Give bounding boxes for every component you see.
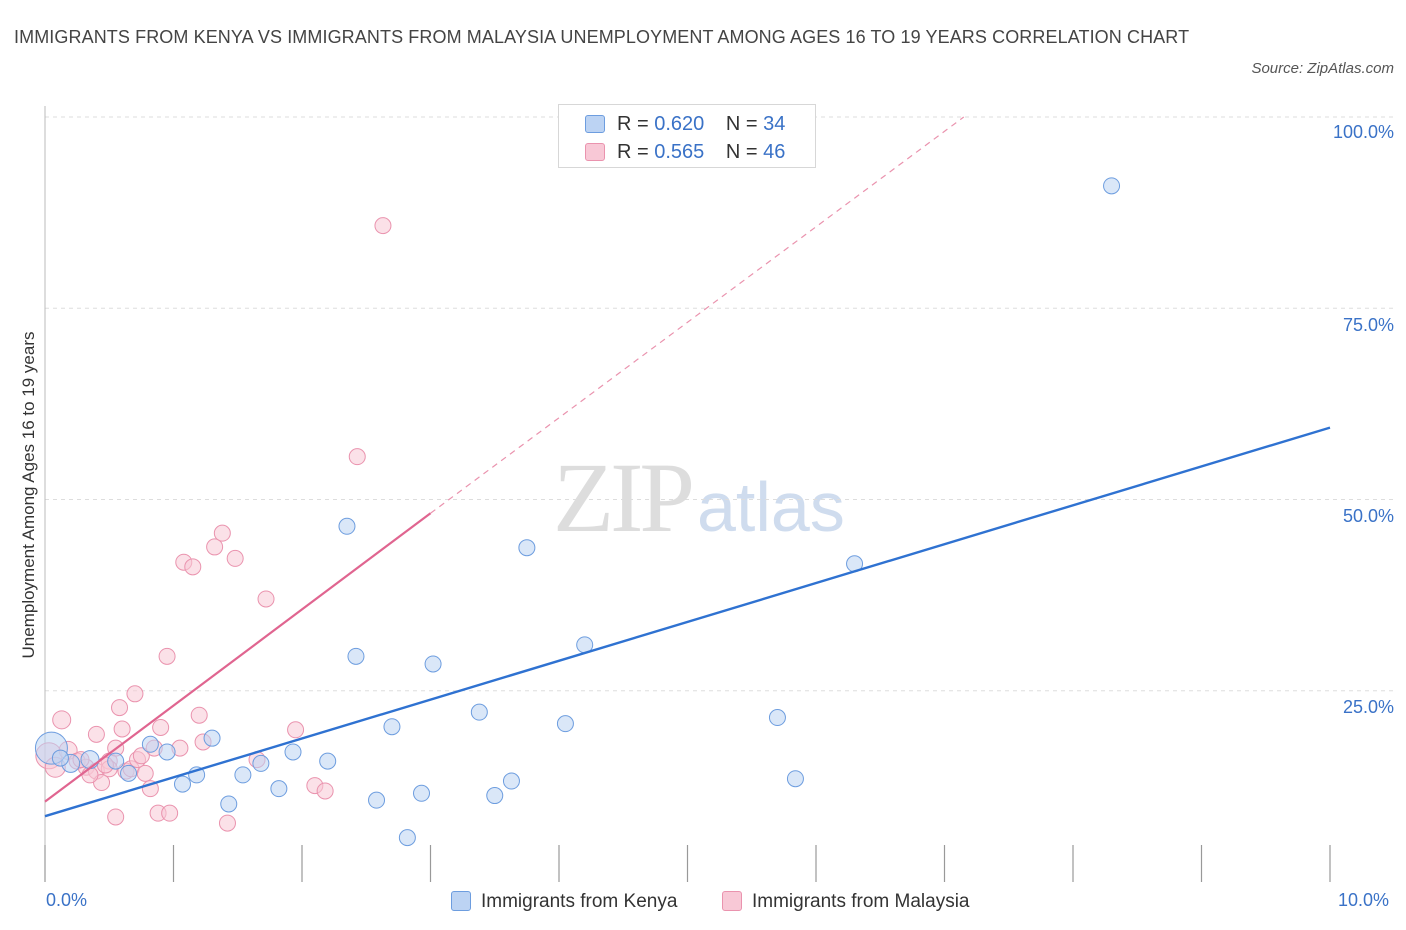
legend-label-malaysia: Immigrants from Malaysia — [752, 891, 970, 912]
x-tick-label-max: 10.0% — [1338, 890, 1390, 910]
watermark-atlas: atlas — [697, 468, 845, 546]
malaysia-point — [213, 524, 231, 542]
kenya-point — [486, 787, 504, 805]
kenya-point — [270, 780, 288, 798]
kenya-point — [518, 539, 536, 557]
kenya-point — [173, 775, 191, 793]
kenya-point — [398, 829, 416, 847]
kenya-trend-line — [44, 426, 1331, 818]
y-tick-label: 100.0% — [1332, 122, 1394, 142]
stats-row-kenya: R = 0.620 N = 34 — [585, 111, 785, 137]
kenya-point — [338, 517, 356, 535]
n-value: 34 — [763, 113, 786, 135]
kenya-point — [158, 743, 176, 761]
malaysia-point — [226, 549, 244, 567]
legend-item-kenya[interactable]: Immigrants from Kenya — [451, 886, 677, 918]
malaysia-point — [161, 804, 179, 822]
malaysia-point — [316, 782, 334, 800]
kenya-point — [252, 754, 270, 772]
kenya-point — [284, 743, 302, 761]
legend-item-malaysia[interactable]: Immigrants from Malaysia — [722, 886, 970, 918]
n-value: 46 — [763, 141, 786, 163]
kenya-point — [141, 735, 159, 753]
source-note: Source: ZipAtlas.com — [1251, 60, 1394, 77]
legend: Immigrants from Kenya Immigrants from Ma… — [0, 886, 1406, 918]
malaysia-point — [111, 699, 129, 717]
stats-row-malaysia: R = 0.565 N = 46 — [585, 139, 785, 165]
malaysia-point — [136, 764, 154, 782]
kenya-point — [120, 764, 138, 782]
malaysia-point — [348, 448, 366, 466]
malaysia-point — [257, 590, 275, 608]
kenya-point — [470, 703, 488, 721]
y-axis-label: Unemployment Among Ages 16 to 19 years — [19, 331, 38, 659]
legend-label-kenya: Immigrants from Kenya — [481, 891, 678, 912]
kenya-point — [51, 749, 69, 767]
r-value: 0.620 — [654, 113, 705, 135]
x-tick-label-min: 0.0% — [46, 890, 88, 910]
watermark: ZIPatlas — [553, 440, 845, 555]
stats-box: R = 0.620 N = 34 R = 0.565 N = 46 — [558, 104, 816, 168]
malaysia-point — [87, 725, 105, 743]
malaysia-swatch — [585, 143, 605, 161]
malaysia-point — [152, 718, 170, 736]
malaysia-trend-line — [44, 512, 432, 803]
malaysia-trend-extension — [430, 116, 965, 514]
y-tick-label: 75.0% — [1342, 315, 1394, 335]
kenya-point — [347, 647, 365, 665]
malaysia-point — [218, 814, 236, 832]
malaysia-point — [126, 685, 144, 703]
malaysia-point — [206, 538, 224, 556]
watermark-zip: ZIP — [553, 442, 695, 553]
kenya-point — [220, 795, 238, 813]
malaysia-point — [374, 217, 392, 235]
r-label: R = — [617, 113, 649, 135]
malaysia-point — [52, 710, 72, 730]
kenya-point — [383, 718, 401, 736]
kenya-point — [1103, 177, 1121, 195]
kenya-point — [556, 715, 574, 733]
malaysia-point — [287, 721, 305, 739]
kenya-point — [768, 709, 786, 727]
kenya-swatch — [585, 115, 605, 133]
y-tick-label: 25.0% — [1342, 697, 1394, 717]
kenya-point — [368, 791, 386, 809]
legend-swatch-malaysia — [722, 891, 742, 911]
malaysia-point — [184, 558, 202, 576]
y-tick-label: 50.0% — [1342, 506, 1394, 526]
chart-title: IMMIGRANTS FROM KENYA VS IMMIGRANTS FROM… — [14, 27, 1190, 47]
malaysia-point — [113, 720, 131, 738]
kenya-point — [413, 784, 431, 802]
malaysia-point — [132, 747, 150, 765]
kenya-point — [234, 766, 252, 784]
kenya-point — [203, 729, 221, 747]
kenya-point — [424, 655, 442, 673]
kenya-point — [107, 752, 125, 770]
kenya-point — [80, 750, 100, 770]
kenya-point — [502, 772, 520, 790]
kenya-point — [786, 770, 804, 788]
malaysia-point — [158, 647, 176, 665]
n-label: N = — [725, 141, 758, 163]
legend-swatch-kenya — [451, 891, 471, 911]
malaysia-point — [190, 706, 208, 724]
r-value: 0.565 — [654, 141, 705, 163]
malaysia-point — [107, 808, 125, 826]
n-label: N = — [725, 113, 758, 135]
kenya-point — [319, 752, 337, 770]
r-label: R = — [617, 141, 649, 163]
